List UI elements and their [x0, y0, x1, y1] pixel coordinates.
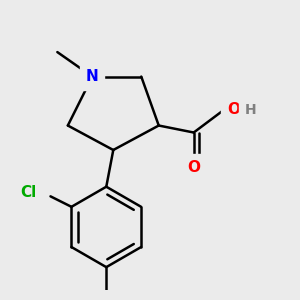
Text: N: N	[86, 69, 99, 84]
Text: H: H	[244, 103, 256, 117]
Text: Cl: Cl	[20, 185, 37, 200]
Text: O: O	[227, 102, 240, 117]
Text: O: O	[187, 160, 200, 175]
